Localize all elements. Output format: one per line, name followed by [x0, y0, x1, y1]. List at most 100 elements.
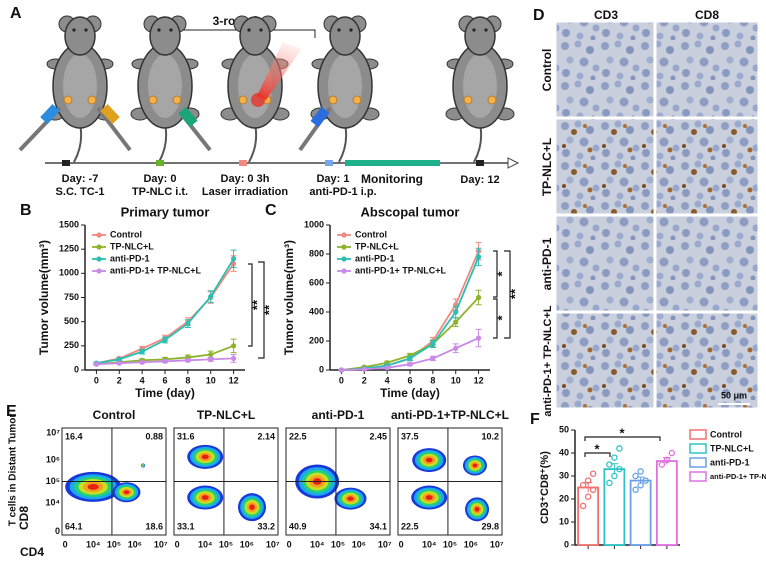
x-tick-label: 10	[206, 375, 216, 385]
row-label: anti-PD-1	[540, 237, 554, 290]
data-point	[632, 486, 639, 494]
density	[472, 463, 478, 468]
data-point	[116, 360, 122, 366]
x-tick-label: 10⁵	[331, 539, 345, 549]
legend-label: anti-PD-1+ TP-NLC+L	[355, 265, 447, 275]
x-tick-label: 8	[430, 375, 435, 385]
legend-label: anti-PD-1+ TP-NLC+L	[110, 265, 202, 275]
step-day: Day: 0 3h	[221, 173, 270, 185]
y-tick-label: 0	[319, 364, 324, 374]
quadrant-value: 33.1	[177, 521, 195, 531]
data-point	[430, 341, 436, 347]
data-point	[589, 470, 597, 477]
x-tick-label: 8	[185, 375, 190, 385]
micrograph	[655, 215, 759, 312]
significance: *	[494, 315, 509, 321]
x-axis-label: Time (day)	[380, 386, 440, 400]
x-tick-label: 0	[94, 375, 99, 385]
flow-y-axis: CD8	[17, 506, 31, 530]
scale-bar-label: 50 μm	[721, 390, 747, 400]
data-point	[230, 256, 237, 262]
x-tick-label: 10⁶	[240, 539, 254, 549]
legend-marker	[341, 232, 347, 238]
y-axis-label: Tumor volume(mm³)	[282, 240, 296, 355]
micrographs	[555, 21, 759, 409]
data-point	[361, 366, 367, 372]
x-tick-label: 4	[385, 375, 390, 385]
data-point	[139, 349, 145, 355]
x-tick-label: 10⁵	[107, 539, 121, 549]
quadrant-value: 22.5	[401, 521, 419, 531]
data-point	[407, 355, 413, 361]
significance: **	[261, 304, 276, 315]
data-point	[185, 357, 191, 363]
bar	[655, 460, 678, 546]
x-tick-label: 10⁴	[422, 539, 436, 549]
density	[87, 483, 99, 490]
data-point	[453, 319, 459, 325]
x-tick-label: 10⁴	[198, 539, 212, 549]
x-tick-label: 4	[140, 375, 145, 385]
micrograph	[555, 21, 655, 118]
legend-marker	[96, 244, 102, 250]
step-action: TP-NLC i.t.	[132, 186, 188, 198]
y-tick-label: 20	[559, 493, 569, 503]
density	[123, 490, 130, 495]
series-line	[96, 263, 235, 365]
x-tick-label: 0	[287, 539, 292, 549]
legend-label: anti-PD-1	[710, 457, 750, 467]
legend-swatch	[689, 471, 707, 482]
y-tick-label: 400	[309, 306, 324, 316]
legend-marker	[341, 244, 347, 250]
y-tick-label: 10⁶	[46, 454, 60, 464]
density	[201, 495, 209, 500]
flow-x-axis: CD4	[20, 545, 44, 559]
data-point	[606, 479, 613, 487]
data-point	[208, 351, 214, 358]
density	[347, 496, 354, 501]
legend-label: Control	[110, 229, 142, 239]
y-tick-label: 1000	[59, 268, 79, 278]
legend-label: anti-PD-1+ TP-NLC+L	[710, 472, 766, 481]
panel-label: E	[6, 403, 17, 420]
quadrant-value: 31.6	[177, 431, 195, 441]
step-action: S.C. TC-1	[56, 186, 105, 198]
y-tick-label: 10⁴	[46, 497, 60, 507]
y-tick-label: 600	[309, 277, 324, 287]
micrograph	[655, 21, 759, 118]
flow-title: anti-PD-1	[312, 408, 365, 422]
x-tick-label: 10⁷	[378, 539, 392, 549]
x-tick-label: 10⁶	[352, 539, 366, 549]
flow-title: Control	[93, 408, 136, 422]
data-point	[579, 502, 587, 510]
quadrant-value: 29.8	[481, 521, 499, 531]
step-action: Laser irradiation	[202, 186, 288, 198]
significance: *	[494, 271, 509, 277]
panel-label: B	[20, 202, 32, 219]
flow-title: anti-PD-1+TP-NLC+L	[391, 408, 509, 422]
x-tick-label: 2	[362, 375, 367, 385]
row-label: Control	[540, 49, 554, 92]
step-day: Day: -7	[62, 173, 99, 185]
density	[474, 506, 480, 512]
legend-marker	[341, 268, 347, 274]
data-point	[185, 321, 191, 327]
density	[425, 457, 433, 463]
data-point	[616, 465, 623, 473]
column-label: CD8	[695, 8, 719, 22]
panel-label: C	[265, 202, 277, 219]
density	[142, 465, 144, 466]
data-point	[584, 493, 592, 500]
data-point	[407, 361, 413, 367]
bar	[577, 486, 600, 546]
density	[249, 504, 255, 510]
data-point	[162, 337, 168, 343]
x-tick-label: 10⁴	[86, 539, 100, 549]
quadrant-value: 18.6	[145, 521, 163, 531]
micrograph	[655, 312, 759, 409]
legend-label: TP-NLC+L	[710, 443, 754, 453]
density	[201, 454, 209, 460]
data-point	[475, 335, 482, 341]
x-tick-label: 10⁷	[154, 539, 168, 549]
